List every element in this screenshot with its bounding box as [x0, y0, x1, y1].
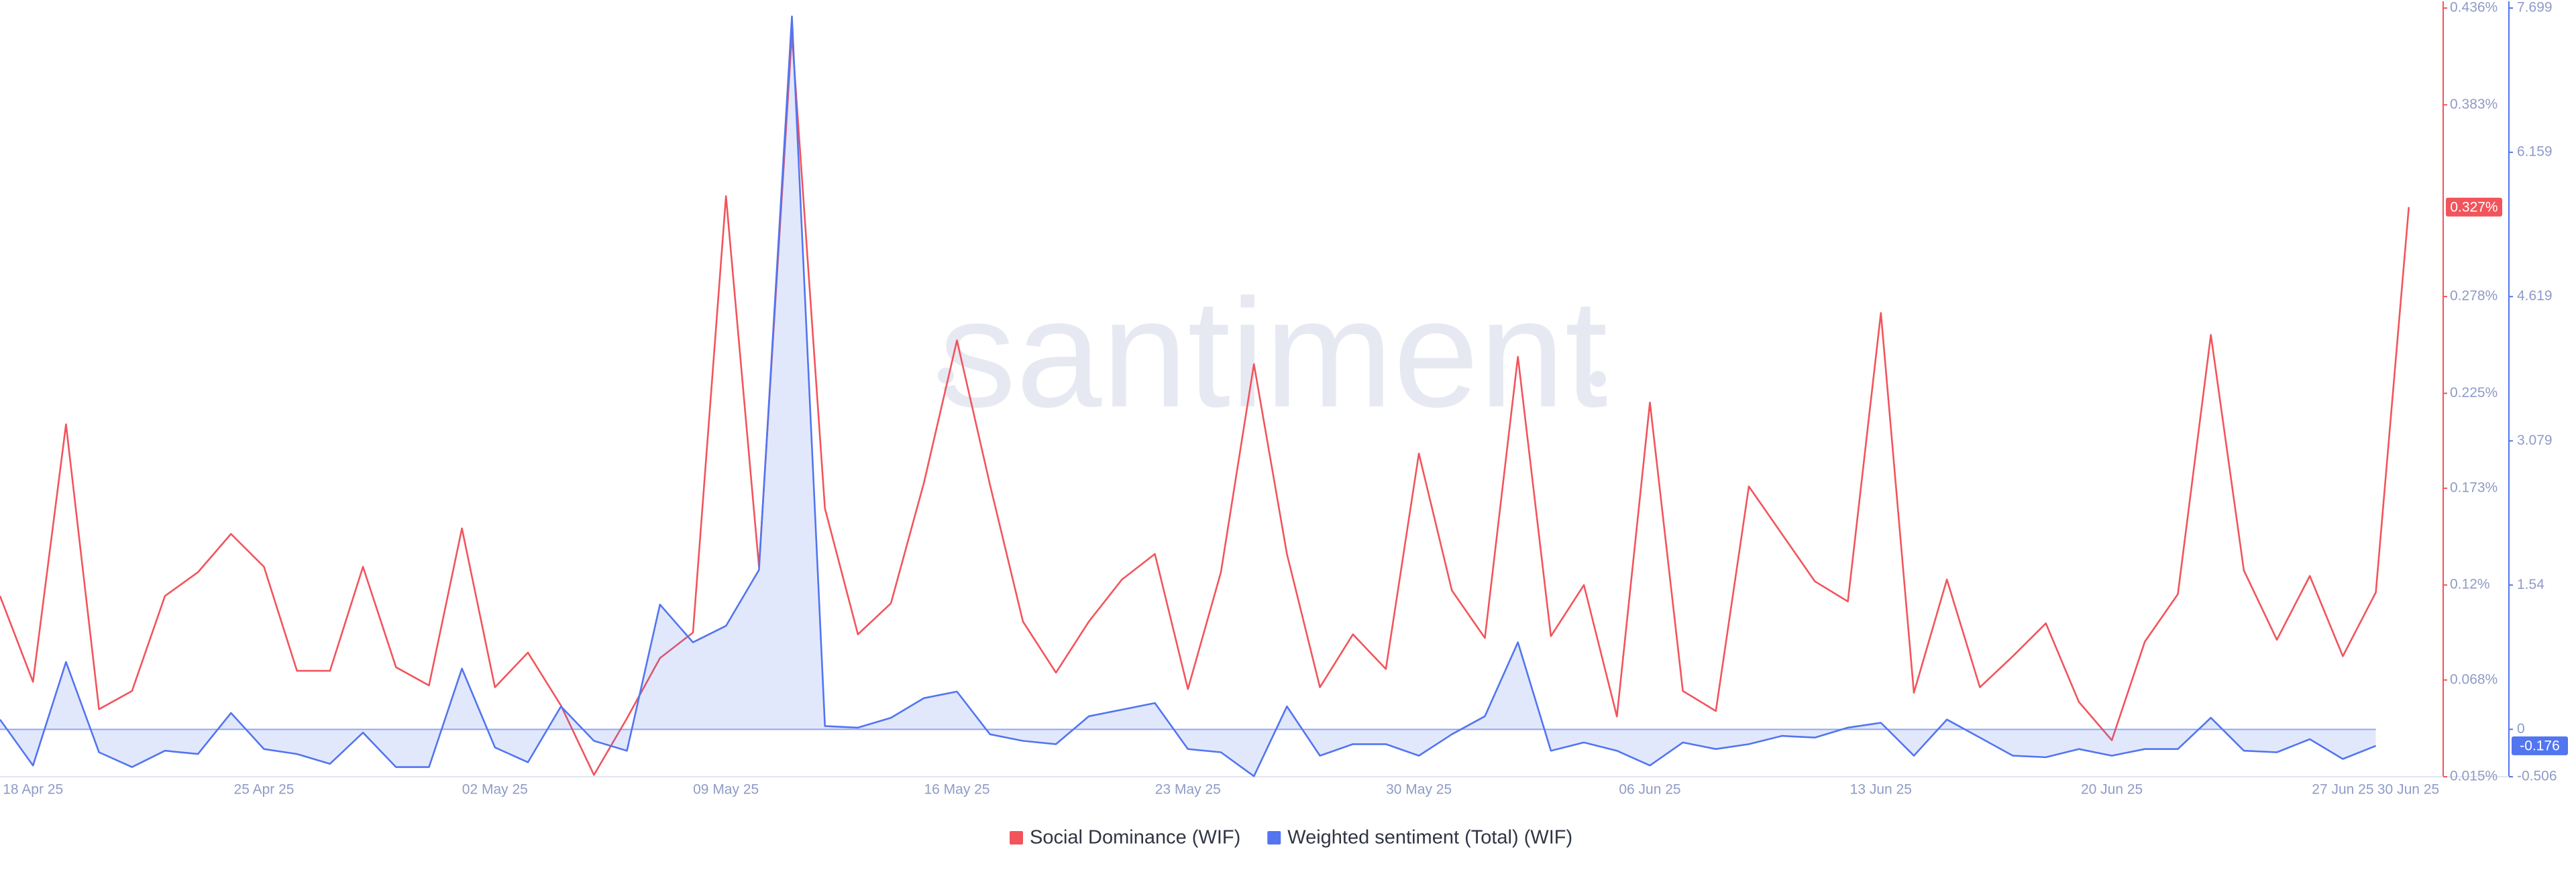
x-tick-label: 18 Apr 25: [3, 782, 63, 798]
watermark-dot: [1590, 371, 1606, 387]
y-tick-label: 0.173%: [2450, 480, 2498, 495]
legend-swatch: [1010, 831, 1023, 844]
y-tick-label: 0.278%: [2450, 288, 2498, 304]
legend-label: Weighted sentiment (Total) (WIF): [1287, 827, 1572, 849]
y-tick-label: 0.383%: [2450, 97, 2498, 112]
x-tick-label: 16 May 25: [924, 782, 989, 798]
y2-tick-label: 7.699: [2517, 0, 2553, 15]
legend-swatch: [1267, 831, 1281, 844]
y2-tick-label: 4.619: [2517, 288, 2553, 304]
last-value-label: -0.176: [2520, 738, 2560, 753]
y2-tick-label: 6.159: [2517, 144, 2553, 160]
y-tick-label: 0.015%: [2450, 769, 2498, 784]
x-tick-label: 09 May 25: [693, 782, 759, 798]
legend-label: Social Dominance (WIF): [1030, 827, 1240, 849]
x-tick-label: 13 Jun 25: [1850, 782, 1912, 798]
x-tick-label: 06 Jun 25: [1619, 782, 1680, 798]
y-tick-label: 0.225%: [2450, 385, 2498, 400]
x-tick-label: 25 Apr 25: [234, 782, 294, 798]
x-tick-label: 27 Jun 25: [2312, 782, 2373, 798]
last-value-badge: [2512, 736, 2568, 755]
y-tick-label: 0.068%: [2450, 671, 2498, 687]
watermark: santiment: [938, 267, 1607, 439]
x-tick-label: 20 Jun 25: [2081, 782, 2143, 798]
y2-tick-label: -0.506: [2517, 769, 2557, 784]
last-value-label: 0.327%: [2450, 199, 2498, 215]
x-tick-label: 02 May 25: [462, 782, 528, 798]
last-value-badge: [2446, 197, 2502, 217]
x-tick-label: 23 May 25: [1155, 782, 1221, 798]
y-tick-label: 0.12%: [2450, 577, 2490, 592]
x-tick-label: 30 May 25: [1386, 782, 1452, 798]
y2-tick-label: 3.079: [2517, 433, 2553, 448]
series-line: [0, 15, 2377, 777]
x-tick-label: 30 Jun 25: [2377, 782, 2439, 798]
y2-tick-label: 0: [2517, 721, 2525, 737]
y-tick-label: 0.436%: [2450, 0, 2498, 15]
series-line: [0, 32, 2410, 776]
y2-tick-label: 1.54: [2517, 577, 2544, 592]
